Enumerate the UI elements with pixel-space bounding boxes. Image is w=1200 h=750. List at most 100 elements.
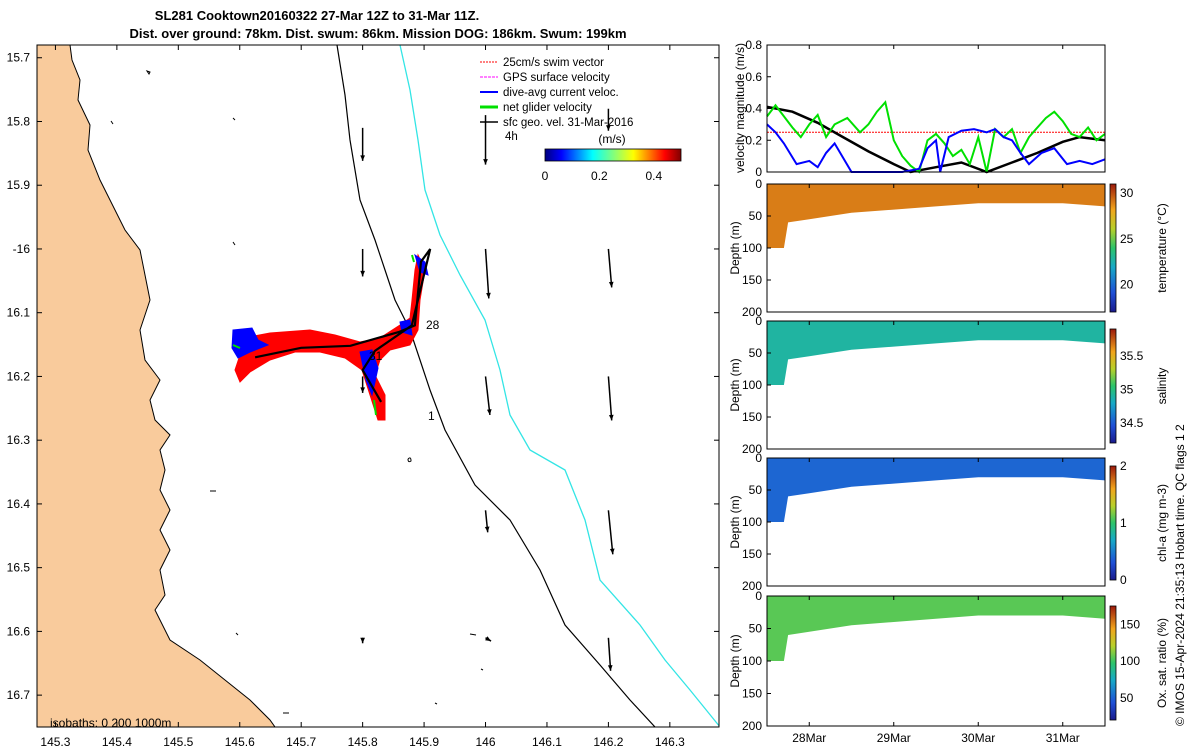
oxygen-colorbar-label: Ox. sat. ratio (%) <box>1155 618 1169 708</box>
map-xtick-label: 146.2 <box>593 735 623 749</box>
chl-a-ylabel: Depth (m) <box>728 495 742 548</box>
map-ytick-label: 16.1 <box>7 306 31 320</box>
oxygen-colorbar-tick: 150 <box>1120 617 1140 631</box>
temperature-colorbar <box>1109 183 1117 313</box>
map-xtick-label: 145.6 <box>225 735 255 749</box>
geo-velocity-arrow <box>607 510 615 555</box>
map-ytick-label: 16.6 <box>7 624 31 638</box>
map-xtick-label: 145.4 <box>102 735 132 749</box>
map-xtick-label: 146 <box>476 735 496 749</box>
net-velocity-marks <box>232 254 415 416</box>
temperature-ytick-label: 0 <box>755 177 762 191</box>
salinity-ytick-label: 200 <box>742 442 762 456</box>
chl-a-panel: 0 50 100 150 200 Depth (m) 2 1 0 chl-a (mg m-3) <box>728 451 1169 593</box>
geo-velocity-arrow <box>360 248 365 277</box>
oxygen-ytick-label: 50 <box>749 622 763 636</box>
temperature-ytick-label: 100 <box>742 241 762 255</box>
temperature-colorbar-tick: 30 <box>1120 186 1134 200</box>
chl-a-ytick-label: 50 <box>749 483 763 497</box>
oxygen-colorbar-tick: 50 <box>1120 691 1134 705</box>
map-ytick-label: 16.7 <box>7 688 31 702</box>
velocity-ytick-label: 0.6 <box>745 70 762 84</box>
velocity-ytick-label: 0.2 <box>745 133 762 147</box>
velocity-ytick-label: 0.4 <box>745 102 762 116</box>
salinity-colorbar-tick: 34.5 <box>1120 416 1144 430</box>
velocity-bg <box>767 45 1105 172</box>
map-xtick-label: 145.9 <box>409 735 439 749</box>
map-ytick-label: 16.3 <box>7 433 31 447</box>
map-ytick-label: -16 <box>13 242 31 256</box>
legend-geo: sfc geo. vel. 31-Mar-2016 <box>503 117 633 129</box>
geo-velocity-arrow <box>607 376 614 421</box>
velocity-ticks: 0 0.2 0.4 0.6 0.8 <box>745 38 771 179</box>
dac-cloud <box>231 253 429 397</box>
title-line-2: Dist. over ground: 78km. Dist. swum: 86k… <box>129 26 626 41</box>
chl-a-ytick-label: 150 <box>742 547 762 561</box>
map-ytick-label: 15.8 <box>7 114 31 128</box>
copyright-note: © IMOS 15-Apr-2024 21:35:13 Hobart time.… <box>1173 424 1187 726</box>
legend-dac: dive-avg current veloc. <box>503 87 619 99</box>
temperature-ytick-label: 50 <box>749 209 763 223</box>
legend-net: net glider velocity <box>503 102 592 114</box>
map-ytick-label: 15.7 <box>7 51 31 65</box>
oxygen-colorbar <box>1109 605 1117 721</box>
colorbar-tick-label: 0 <box>542 169 549 183</box>
geo-velocity-arrow <box>484 510 490 533</box>
legend-swim: 25cm/s swim vector <box>503 57 604 69</box>
velocity-ylabel: velocity magnitude (m/s) <box>733 43 747 173</box>
time-tick-label: 30Mar <box>961 731 995 745</box>
salinity-colorbar-tick: 35 <box>1120 382 1134 396</box>
title-line-1: SL281 Cooktown20160322 27-Mar 12Z to 31-… <box>155 8 479 23</box>
map-xtick-label: 146.3 <box>655 735 685 749</box>
oxygen-ytick-label: 0 <box>755 589 762 603</box>
geo-velocity-arrow <box>360 637 365 644</box>
isobath-200m <box>336 45 656 727</box>
day-label-28: 28 <box>426 318 440 332</box>
chl-a-colorbar-label: chl-a (mg m-3) <box>1155 484 1169 562</box>
geo-velocity-arrow <box>607 637 613 671</box>
map-xtick-label: 145.3 <box>40 735 70 749</box>
islands <box>110 70 484 714</box>
oxygen-ytick-label: 150 <box>742 687 762 701</box>
geo-velocity-arrow <box>607 248 614 288</box>
speed-colorbar <box>544 148 682 162</box>
salinity-ylabel: Depth (m) <box>728 358 742 411</box>
map-ytick-label: 15.9 <box>7 178 31 192</box>
temperature-ytick-label: 200 <box>742 305 762 319</box>
chl-a-colorbar-tick: 1 <box>1120 516 1127 530</box>
geo-velocity-arrow <box>360 127 365 161</box>
oxygen-ylabel: Depth (m) <box>728 634 742 687</box>
salinity-ytick-label: 50 <box>749 346 763 360</box>
salinity-panel: 0 50 100 150 200 Depth (m) 35.5 35 34.5 salinity <box>728 314 1169 456</box>
net-glider-speed-line <box>766 100 1106 174</box>
map-xtick-label: 145.7 <box>286 735 316 749</box>
legend-gps: GPS surface velocity <box>503 72 610 84</box>
salinity-ytick-label: 100 <box>742 378 762 392</box>
isobath-1000m <box>399 45 719 727</box>
salinity-colorbar <box>1109 328 1117 444</box>
salinity-ytick-label: 0 <box>755 314 762 328</box>
chl-a-ytick-label: 200 <box>742 579 762 593</box>
oxygen-ytick-label: 100 <box>742 654 762 668</box>
time-tick-label: 28Mar <box>792 731 826 745</box>
geo-velocity-arrow <box>483 115 488 165</box>
geo-velocity-arrow <box>485 636 492 642</box>
map-frame <box>36 44 720 728</box>
temperature-colorbar-tick: 25 <box>1120 232 1134 246</box>
time-axis: 28Mar 29Mar 30Mar 31Mar <box>792 45 1080 745</box>
chl-a-ytick-label: 100 <box>742 515 762 529</box>
colorbar-unit: (m/s) <box>598 132 625 146</box>
chl-a-ytick-label: 0 <box>755 451 762 465</box>
temperature-ytick-label: 150 <box>742 273 762 287</box>
chl-a-section-field <box>767 458 1105 522</box>
temperature-colorbar-tick: 20 <box>1120 278 1134 292</box>
oxygen-ytick-label: 200 <box>742 719 762 733</box>
geo-velocity-arrow <box>360 376 365 393</box>
day-label-31: 31 <box>369 349 383 363</box>
temperature-colorbar-label: temperature (°C) <box>1155 203 1169 293</box>
velocity-panel: 0 0.2 0.4 0.6 0.8 velocity magnitude (m/s) <box>733 38 1106 179</box>
geostrophic-velocity-arrows <box>360 108 615 671</box>
velocity-ytick-label: 0 <box>755 165 762 179</box>
